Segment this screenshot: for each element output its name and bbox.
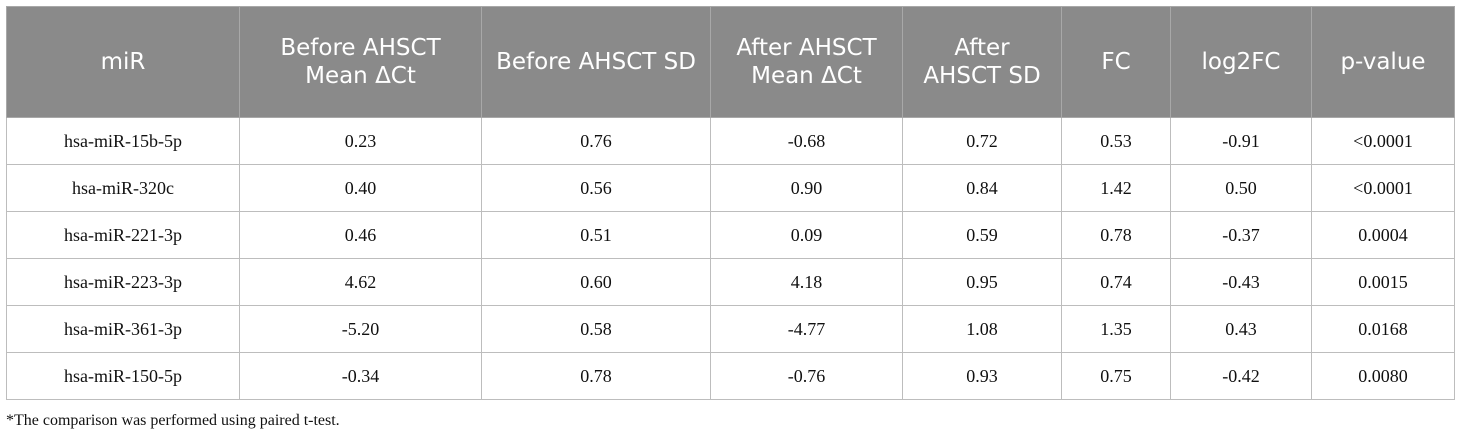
cell-before-sd: 0.60 [481,258,711,306]
cell-after-mean: 0.09 [710,211,903,259]
cell-before-mean: -0.34 [239,352,482,400]
cell-log2fc: -0.42 [1170,352,1312,400]
cell-after-sd: 1.08 [902,305,1062,353]
cell-fc: 0.78 [1061,211,1171,259]
cell-before-mean: -5.20 [239,305,482,353]
cell-fc: 0.74 [1061,258,1171,306]
cell-before-sd: 0.76 [481,117,711,165]
cell-before-sd: 0.56 [481,164,711,212]
header-after-mean: After AHSCT Mean ΔCt [710,6,903,118]
header-fc: FC [1061,6,1171,118]
cell-after-mean: -0.68 [710,117,903,165]
header-p-value: p-value [1311,6,1455,118]
cell-mir: hsa-miR-221-3p [6,211,240,259]
header-before-sd: Before AHSCT SD [481,6,711,118]
cell-p-value: <0.0001 [1311,117,1455,165]
cell-p-value: 0.0080 [1311,352,1455,400]
cell-before-mean: 0.46 [239,211,482,259]
cell-fc: 0.53 [1061,117,1171,165]
table-header-row: miR Before AHSCT Mean ΔCt Before AHSCT S… [6,6,1455,118]
cell-p-value: 0.0004 [1311,211,1455,259]
cell-log2fc: 0.50 [1170,164,1312,212]
cell-after-sd: 0.72 [902,117,1062,165]
cell-mir: hsa-miR-320c [6,164,240,212]
cell-before-sd: 0.58 [481,305,711,353]
table-row: hsa-miR-361-3p -5.20 0.58 -4.77 1.08 1.3… [6,305,1455,353]
cell-p-value: <0.0001 [1311,164,1455,212]
results-table-container: miR Before AHSCT Mean ΔCt Before AHSCT S… [6,6,1455,400]
cell-p-value: 0.0168 [1311,305,1455,353]
cell-fc: 1.42 [1061,164,1171,212]
cell-log2fc: -0.37 [1170,211,1312,259]
cell-before-mean: 0.40 [239,164,482,212]
table-footnote: *The comparison was performed using pair… [6,412,340,429]
cell-log2fc: -0.43 [1170,258,1312,306]
table-row: hsa-miR-221-3p 0.46 0.51 0.09 0.59 0.78 … [6,211,1455,259]
cell-before-mean: 0.23 [239,117,482,165]
cell-after-mean: -0.76 [710,352,903,400]
cell-fc: 1.35 [1061,305,1171,353]
cell-after-mean: 0.90 [710,164,903,212]
cell-mir: hsa-miR-361-3p [6,305,240,353]
cell-fc: 0.75 [1061,352,1171,400]
cell-after-mean: 4.18 [710,258,903,306]
table-row: hsa-miR-150-5p -0.34 0.78 -0.76 0.93 0.7… [6,352,1455,400]
cell-p-value: 0.0015 [1311,258,1455,306]
table-row: hsa-miR-15b-5p 0.23 0.76 -0.68 0.72 0.53… [6,117,1455,165]
cell-after-sd: 0.93 [902,352,1062,400]
cell-after-mean: -4.77 [710,305,903,353]
header-mir: miR [6,6,240,118]
cell-after-sd: 0.59 [902,211,1062,259]
header-after-sd: After AHSCT SD [902,6,1062,118]
header-before-mean: Before AHSCT Mean ΔCt [239,6,482,118]
cell-before-mean: 4.62 [239,258,482,306]
cell-mir: hsa-miR-15b-5p [6,117,240,165]
cell-mir: hsa-miR-223-3p [6,258,240,306]
table-row: hsa-miR-223-3p 4.62 0.60 4.18 0.95 0.74 … [6,258,1455,306]
cell-log2fc: -0.91 [1170,117,1312,165]
cell-mir: hsa-miR-150-5p [6,352,240,400]
cell-after-sd: 0.84 [902,164,1062,212]
mirna-expression-table: miR Before AHSCT Mean ΔCt Before AHSCT S… [6,6,1455,400]
cell-before-sd: 0.51 [481,211,711,259]
cell-log2fc: 0.43 [1170,305,1312,353]
cell-after-sd: 0.95 [902,258,1062,306]
cell-before-sd: 0.78 [481,352,711,400]
header-log2fc: log2FC [1170,6,1312,118]
table-row: hsa-miR-320c 0.40 0.56 0.90 0.84 1.42 0.… [6,164,1455,212]
